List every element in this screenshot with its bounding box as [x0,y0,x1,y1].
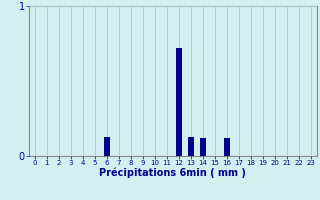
Bar [104,137,110,156]
Bar [188,137,194,156]
Bar [176,48,182,156]
X-axis label: Précipitations 6min ( mm ): Précipitations 6min ( mm ) [100,168,246,178]
Bar [200,138,206,156]
Bar [224,138,230,156]
